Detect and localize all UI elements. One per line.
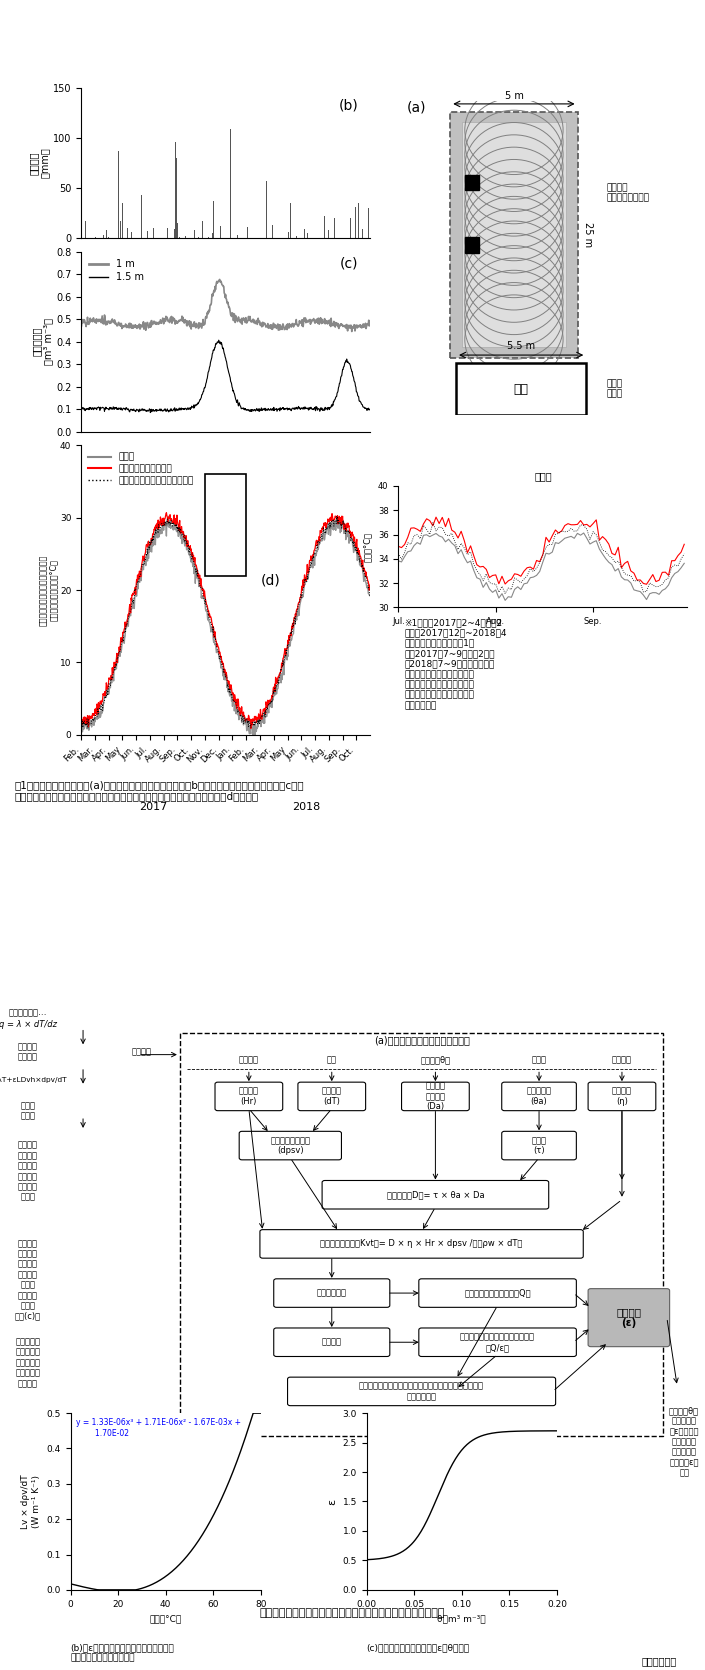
FancyBboxPatch shape: [402, 1082, 470, 1111]
Bar: [456, 362, 587, 416]
Text: q = λ × dT/dz: q = λ × dT/dz: [0, 1020, 57, 1029]
FancyBboxPatch shape: [180, 1032, 663, 1436]
Text: ヒート
ポンプ: ヒート ポンプ: [606, 379, 623, 399]
FancyBboxPatch shape: [419, 1279, 577, 1308]
Text: 水蒸気輸送量: 水蒸気輸送量: [317, 1289, 347, 1298]
Text: 真の熱
伝導率: 真の熱 伝導率: [20, 1101, 35, 1121]
Text: （岩田幸良）: （岩田幸良）: [642, 1657, 677, 1667]
Y-axis label: 土壌水分量
（m³ m⁻³）: 土壌水分量 （m³ m⁻³）: [32, 319, 53, 366]
X-axis label: θ（m³ m⁻³）: θ（m³ m⁻³）: [438, 1615, 486, 1623]
Text: 反応係数
(η): 反応係数 (η): [612, 1087, 632, 1106]
X-axis label: 温度（°C）: 温度（°C）: [149, 1615, 182, 1623]
Text: 25 m: 25 m: [583, 222, 594, 247]
FancyBboxPatch shape: [274, 1279, 390, 1308]
Text: 2018: 2018: [293, 802, 321, 812]
Text: 熱フラックス…: 熱フラックス…: [8, 1009, 47, 1017]
Bar: [462, 122, 566, 347]
Bar: [465, 237, 479, 254]
Text: y = 1.33E-06x³ + 1.71E-06x² - 1.67E-03x +
        1.70E-02: y = 1.33E-06x³ + 1.71E-06x² - 1.67E-03x …: [76, 1418, 241, 1438]
Text: 拡散係数（D）= τ × θa × Da: 拡散係数（D）= τ × θa × Da: [386, 1191, 484, 1199]
FancyBboxPatch shape: [322, 1181, 548, 1209]
Text: 屈曲度
(τ): 屈曲度 (τ): [532, 1136, 546, 1156]
Bar: [450, 112, 577, 357]
FancyBboxPatch shape: [260, 1229, 583, 1258]
FancyBboxPatch shape: [215, 1082, 283, 1111]
Text: 蒸発潜熱: 蒸発潜熱: [321, 1338, 342, 1346]
Text: 相対湿度
(Hr): 相対湿度 (Hr): [239, 1087, 259, 1106]
Text: 5 m: 5 m: [505, 92, 523, 102]
Text: 冷房時: 冷房時: [534, 471, 551, 481]
Text: λ=λT+εLDvh×dpv/dT: λ=λT+εLDvh×dpv/dT: [0, 1077, 68, 1082]
Y-axis label: 日降水量
（mm）: 日降水量 （mm）: [28, 147, 50, 179]
Text: 右の計算
プロセス
により基
本的な土
壌パラ
メータか
ら推定
（図(c)）: 右の計算 プロセス により基 本的な土 壌パラ メータか ら推定 （図(c)）: [15, 1239, 41, 1321]
Text: 地温: 地温: [327, 1055, 337, 1064]
Text: 水蒸気の密度勾配
(dpsv): 水蒸気の密度勾配 (dpsv): [270, 1136, 310, 1156]
FancyBboxPatch shape: [419, 1328, 577, 1356]
Legend: 測定値, 計算結果（伝導のみ）, 計算結果（水蒸気移動を考慮）: 測定値, 計算結果（伝導のみ）, 計算結果（水蒸気移動を考慮）: [85, 449, 196, 488]
Text: (c)　熱交換器周囲の砂層のεとθの関係: (c) 熱交換器周囲の砂層のεとθの関係: [367, 1643, 470, 1652]
Text: 熱交換器
（スリンキー型）: 熱交換器 （スリンキー型）: [606, 184, 649, 202]
Text: 見かけの
熱伝導率: 見かけの 熱伝導率: [18, 1042, 38, 1062]
Text: (d): (d): [260, 573, 280, 588]
FancyBboxPatch shape: [588, 1289, 670, 1346]
Text: ヒートプ
ローブ等
を用いた
実測やモ
デルによ
り推定: ヒートプ ローブ等 を用いた 実測やモ デルによ り推定: [18, 1141, 38, 1202]
Text: 圧力水頭: 圧力水頭: [239, 1055, 259, 1064]
Text: 補正係数
(ε): 補正係数 (ε): [616, 1308, 642, 1328]
Text: 2017: 2017: [139, 802, 168, 812]
Y-axis label: 熱交換器からヒートポンプに供給
される不凍液の温度（°C）: 熱交換器からヒートポンプに供給 される不凍液の温度（°C）: [39, 554, 59, 626]
Text: 図２　水蒸気移動を考慮した見かけの熱伝導率の計算プロセス: 図２ 水蒸気移動を考慮した見かけの熱伝導率の計算プロセス: [259, 1608, 446, 1618]
Y-axis label: ε: ε: [327, 1498, 337, 1505]
Text: ※1回目（2017年2~4月）と2
回目（2017年12月~2018年4
月）の暖房時、ならびに1回
目（2017年7~9月）と2回目
（2018年7~9月）の: ※1回目（2017年2~4月）と2 回目（2017年12月~2018年4 月）の…: [404, 618, 507, 710]
Text: 温室: 温室: [514, 382, 529, 396]
Text: 水分量（θ）
と補正係数
（ε）の関係
からシミュ
レーション
で用いるεを
決定: 水分量（θ） と補正係数 （ε）の関係 からシミュ レーション で用いるεを 決…: [669, 1406, 699, 1478]
Text: 空気間隙率
(θa): 空気間隙率 (θa): [527, 1087, 551, 1106]
Text: (b): (b): [339, 99, 359, 112]
Text: (c): (c): [340, 257, 359, 271]
Y-axis label: Lv × dρv/dT
(W m⁻¹ K⁻¹): Lv × dρv/dT (W m⁻¹ K⁻¹): [21, 1475, 41, 1528]
Text: 温度勾配
(dT): 温度勾配 (dT): [321, 1087, 342, 1106]
Text: 5.5 m: 5.5 m: [507, 341, 535, 351]
Text: 間隙率: 間隙率: [532, 1055, 546, 1064]
FancyBboxPatch shape: [502, 1082, 577, 1111]
FancyBboxPatch shape: [588, 1082, 656, 1111]
Text: 水蒸気移動係数（Kvt）= D × η × Hr × dpsv /　（ρw × dT）: 水蒸気移動係数（Kvt）= D × η × Hr × dpsv / （ρw × …: [320, 1239, 523, 1249]
FancyBboxPatch shape: [502, 1131, 577, 1161]
FancyBboxPatch shape: [274, 1328, 390, 1356]
Text: (a): (a): [407, 100, 427, 115]
FancyBboxPatch shape: [298, 1082, 366, 1111]
Text: 理科年表等
の基本的な
数値から地
温の関数と
して計算: 理科年表等 の基本的な 数値から地 温の関数と して計算: [16, 1338, 40, 1388]
Text: 熱伝導率の水蒸気移動の寄与分から補正係数を割った値
（半経験式）: 熱伝導率の水蒸気移動の寄与分から補正係数を割った値 （半経験式）: [359, 1381, 484, 1401]
Text: 水蒸気の
拡散係数
(Da): 水蒸気の 拡散係数 (Da): [425, 1082, 446, 1111]
Text: 粘土含量: 粘土含量: [612, 1055, 632, 1064]
Y-axis label: 温度（°C）: 温度（°C）: [363, 531, 372, 561]
Text: (b)　ε以外の見かけの熱伝導率の補正係
　　　数を求めるための式: (b) ε以外の見かけの熱伝導率の補正係 数を求めるための式: [70, 1643, 174, 1662]
Text: 水分量（θ）: 水分量（θ）: [420, 1055, 450, 1064]
Legend: 1 m, 1.5 m: 1 m, 1.5 m: [86, 257, 147, 286]
Text: 図1　観測サイトの概念図(a)と観測期間における日降水量（b）、土壌水分量（日平均値）（c）、
　　熱交換器から地中熱ヒートポンプに供給される冷媒（不凍液）の温: 図1 観測サイトの概念図(a)と観測期間における日降水量（b）、土壌水分量（日平…: [14, 780, 304, 802]
Text: 温度勾配: 温度勾配: [132, 1047, 152, 1055]
Bar: [465, 175, 479, 190]
Text: 水蒸気による熱輸送量（Q）: 水蒸気による熱輸送量（Q）: [465, 1289, 531, 1298]
Text: (a)　基本的な土壌物理パラメータ: (a) 基本的な土壌物理パラメータ: [374, 1035, 470, 1045]
Text: 水蒸気による熱輸送量／補正係数
（Q/ε）: 水蒸気による熱輸送量／補正係数 （Q/ε）: [460, 1333, 535, 1353]
FancyBboxPatch shape: [239, 1131, 341, 1161]
FancyBboxPatch shape: [288, 1378, 556, 1406]
